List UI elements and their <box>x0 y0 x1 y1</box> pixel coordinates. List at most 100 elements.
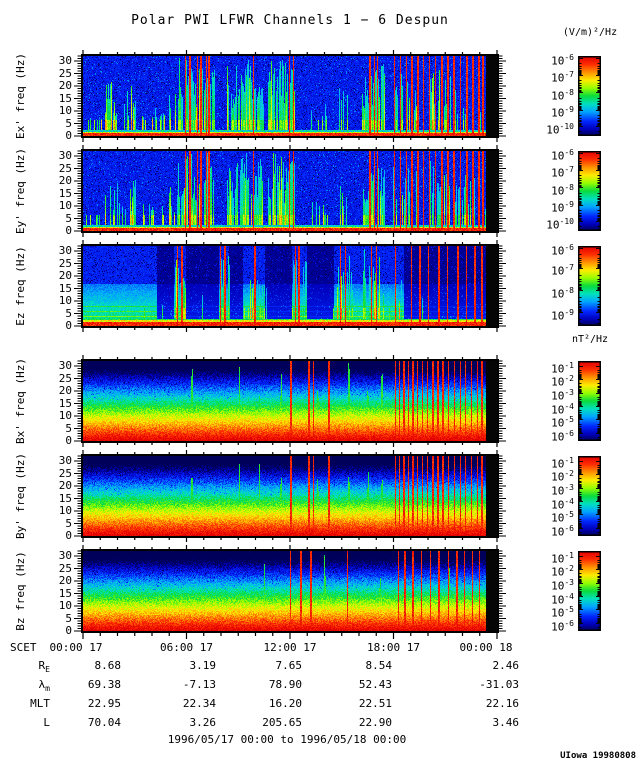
colorbar-canvas-bx <box>578 361 601 441</box>
spectrogram-canvas-ey <box>70 143 510 239</box>
colorbar-tick-label: 10-9 <box>551 105 574 121</box>
colorbar-tick-label: 10-9 <box>551 200 574 216</box>
ephemeris-value: 22.51 <box>358 697 392 710</box>
y-tick-label: 0 <box>65 434 72 447</box>
colorbar-tick-label: 10-5 <box>551 415 574 430</box>
colorbar-tick-label: 10-6 <box>551 243 574 259</box>
ephemeris-row-label-lambda: λm <box>38 678 50 694</box>
y-tick-label: 0 <box>65 529 72 542</box>
colorbar-tick-label: 10-1 <box>551 550 574 566</box>
ephemeris-value: 22.95 <box>87 697 121 710</box>
ephemeris-value: -31.03 <box>479 678 519 691</box>
date-range-label: 1996/05/17 00:00 to 1996/05/18 00:00 <box>167 733 407 746</box>
spectrogram-canvas-ez <box>70 238 510 334</box>
y-tick-label: 15 <box>58 491 72 505</box>
ephemeris-value: -7.13 <box>182 678 216 691</box>
spectrogram-canvas-bx <box>70 353 510 449</box>
ephemeris-value: 16.20 <box>268 697 302 710</box>
y-tick-label: 30 <box>58 454 72 467</box>
ephemeris-value: 78.90 <box>268 678 302 691</box>
y-tick-label: 30 <box>58 359 72 372</box>
colorbar-tick-label: 10-1 <box>551 455 574 471</box>
time-tick-label: 00:00 17 <box>49 641 103 654</box>
colorbar-tick-label: 10-10 <box>546 217 574 232</box>
colorbar-units-electric: (V/m)²/Hz <box>562 27 618 38</box>
y-tick-label: 0 <box>65 224 72 237</box>
colorbar-tick-label: 10-4 <box>551 591 574 607</box>
colorbar-canvas-by <box>578 456 601 536</box>
colorbar-tick-label: 10-4 <box>551 401 574 417</box>
y-tick-label: 15 <box>58 186 72 200</box>
y-tick-label: 25 <box>58 466 72 480</box>
colorbar-tick-label: 10-7 <box>551 70 574 85</box>
y-tick-label: 10 <box>58 409 72 422</box>
colorbar-canvas-ey <box>578 151 601 231</box>
y-tick-label: 20 <box>58 384 72 397</box>
y-tick-label: 5 <box>65 116 72 130</box>
y-tick-label: 30 <box>58 549 72 562</box>
time-tick-label: 06:00 17 <box>160 641 213 654</box>
page-title: Polar PWI LFWR Channels 1 − 6 Despun <box>131 13 449 28</box>
spectrogram-canvas-by <box>70 448 510 544</box>
ephemeris-value: 22.90 <box>358 716 392 729</box>
y-tick-label: 30 <box>58 244 72 257</box>
colorbar-canvas-ex <box>578 56 601 136</box>
y-tick-label: 20 <box>58 574 72 587</box>
y-tick-label: 0 <box>65 319 72 332</box>
spectrogram-canvas-bz <box>70 543 510 639</box>
colorbar-tick-label: 10-4 <box>551 496 574 512</box>
credit-label: UIowa 19980808 <box>560 751 636 761</box>
y-tick-label: 15 <box>58 281 72 295</box>
y-tick-label: 15 <box>58 586 72 600</box>
colorbar-canvas-bz <box>578 551 601 631</box>
colorbar-tick-label: 10-10 <box>546 122 574 137</box>
y-tick-label: 25 <box>58 371 72 385</box>
ephemeris-value: 2.46 <box>492 659 520 672</box>
colorbar-tick-label: 10-3 <box>551 388 574 403</box>
time-tick-label: 12:00 17 <box>263 641 317 654</box>
colorbar-tick-label: 10-6 <box>551 523 574 539</box>
y-tick-label: 30 <box>58 54 72 67</box>
ephemeris-value: 69.38 <box>87 678 121 691</box>
ephemeris-row-label-l: L <box>43 716 50 729</box>
colorbar-tick-label: 10-6 <box>551 148 574 164</box>
colorbar-tick-label: 10-7 <box>551 263 574 279</box>
y-axis-label-by: By' freq (Hz) <box>14 452 27 540</box>
y-axis-label-bz: Bz freq (Hz) <box>14 551 27 631</box>
y-tick-label: 20 <box>58 174 72 187</box>
ephemeris-value: 3.26 <box>189 716 217 729</box>
y-tick-label: 15 <box>58 91 72 105</box>
ephemeris-value: 22.16 <box>485 697 519 710</box>
colorbar-tick-label: 10-9 <box>551 308 574 323</box>
ephemeris-value: 8.54 <box>365 659 393 672</box>
y-tick-label: 30 <box>58 149 72 162</box>
y-tick-label: 10 <box>58 504 72 517</box>
y-tick-label: 10 <box>58 599 72 612</box>
ephemeris-value: 7.65 <box>275 659 303 672</box>
ephemeris-value: 70.04 <box>87 716 121 729</box>
y-tick-label: 10 <box>58 294 72 307</box>
y-tick-label: 20 <box>58 269 72 282</box>
colorbar-tick-label: 10-6 <box>551 618 574 634</box>
y-tick-label: 10 <box>58 104 72 117</box>
y-tick-label: 5 <box>65 516 72 530</box>
ephemeris-value: 3.19 <box>189 659 217 672</box>
y-tick-label: 20 <box>58 479 72 492</box>
y-tick-label: 5 <box>65 421 72 435</box>
colorbar-units-magnetic: nT²/Hz <box>571 334 609 345</box>
colorbar-tick-label: 10-7 <box>551 165 574 180</box>
colorbar-tick-label: 10-8 <box>551 87 574 103</box>
y-tick-label: 25 <box>58 66 72 80</box>
y-tick-label: 0 <box>65 624 72 637</box>
colorbar-tick-label: 10-5 <box>551 605 574 620</box>
colorbar-tick-label: 10-8 <box>551 182 574 198</box>
colorbar-tick-label: 10-5 <box>551 510 574 525</box>
scet-axis-label: SCET <box>10 641 37 654</box>
colorbar-tick-label: 10-2 <box>551 564 574 580</box>
y-tick-label: 0 <box>65 129 72 142</box>
y-tick-label: 5 <box>65 611 72 625</box>
time-tick-label: 00:00 18 <box>459 641 513 654</box>
ephemeris-row-label-r: RE <box>38 659 50 675</box>
colorbar-tick-label: 10-6 <box>551 53 574 69</box>
